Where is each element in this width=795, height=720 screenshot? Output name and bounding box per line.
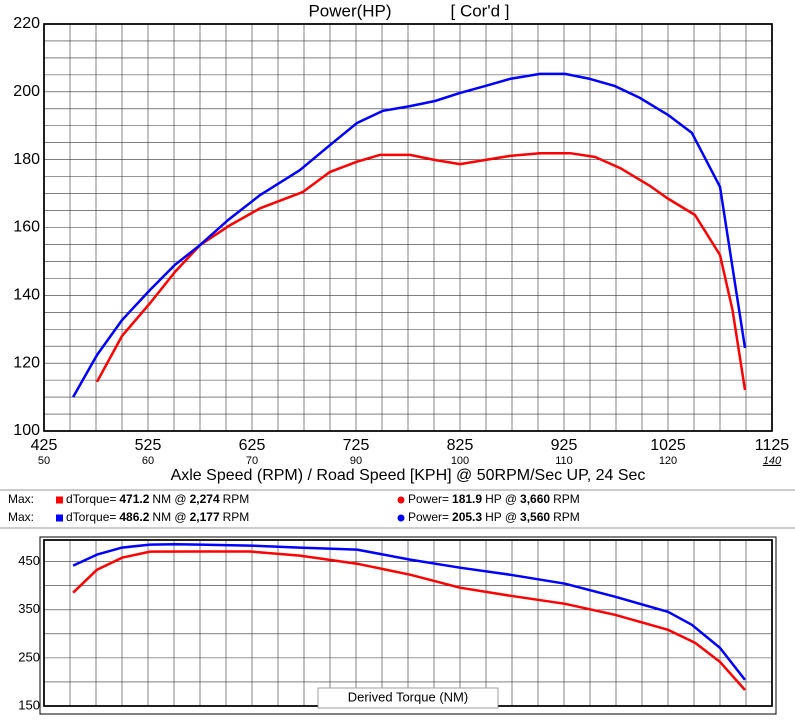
- y-tick-label: 450: [18, 553, 40, 568]
- power-rpm: 3,560: [520, 510, 550, 524]
- x-tick-label: 1025: [650, 437, 686, 454]
- torque-summary: dTorque= 486.2 NM @ 2,177 RPM: [66, 510, 249, 524]
- kph-label: 120: [659, 455, 677, 467]
- chart-title: Derived Torque (NM): [348, 689, 468, 704]
- power-rpm-unit: RPM: [553, 492, 580, 506]
- y-tick-label: 100: [13, 422, 40, 439]
- torque-rpm: 2,177: [190, 510, 220, 524]
- legend-swatch: [56, 496, 63, 504]
- power-rpm-unit: RPM: [553, 510, 580, 524]
- power-label: Power=: [408, 492, 449, 506]
- x-tick-label: 825: [447, 437, 474, 454]
- legend-swatch: [56, 514, 63, 522]
- row-label: Max:: [8, 492, 34, 506]
- torque-rpm: 2,274: [190, 492, 220, 506]
- x-tick-label: 625: [239, 437, 266, 454]
- series-line: [72, 542, 746, 681]
- power-unit: HP @: [485, 492, 517, 506]
- kph-label: 60: [142, 455, 154, 467]
- torque-label: dTorque=: [66, 510, 116, 524]
- torque-unit: NM @: [152, 492, 186, 506]
- kph-label: 70: [246, 455, 258, 467]
- x-tick-label: 1125: [755, 437, 790, 454]
- legend-dot: [397, 514, 405, 522]
- chart-title: Power(HP): [308, 1, 391, 20]
- series-line: [72, 72, 747, 398]
- y-tick-label: 250: [18, 649, 40, 664]
- kph-label: 110: [555, 455, 573, 467]
- row-label: Max:: [8, 510, 34, 524]
- x-tick-label: 525: [135, 437, 162, 454]
- y-tick-label: 350: [18, 601, 40, 616]
- power-label: Power=: [408, 510, 449, 524]
- y-tick-label: 180: [13, 151, 40, 168]
- y-tick-label: 140: [13, 287, 40, 304]
- power-summary: Power= 181.9 HP @3,660 RPM: [408, 492, 580, 506]
- kph-label: 90: [350, 455, 362, 467]
- legend-dot: [397, 496, 405, 504]
- power: 181.9: [452, 492, 482, 506]
- torque-rpm-unit: RPM: [223, 510, 250, 524]
- torque-unit: NM @: [152, 510, 186, 524]
- x-axis-label: Axle Speed (RPM) / Road Speed [KPH] @ 50…: [171, 467, 646, 484]
- power-summary: Power= 205.3 HP @3,560 RPM: [408, 510, 580, 524]
- series-line: [72, 550, 746, 691]
- y-tick-label: 200: [13, 83, 40, 100]
- kph-label: 50: [38, 455, 50, 467]
- kph-label: 100: [451, 455, 469, 467]
- y-tick-label: 220: [13, 15, 40, 32]
- power-rpm: 3,660: [520, 492, 550, 506]
- torque: 471.2: [119, 492, 149, 506]
- power: 205.3: [452, 510, 482, 524]
- y-tick-label: 120: [13, 354, 40, 371]
- torque-rpm-unit: RPM: [223, 492, 250, 506]
- torque: 486.2: [119, 510, 149, 524]
- power-unit: HP @: [485, 510, 517, 524]
- y-tick-label: 160: [13, 219, 40, 236]
- kph-label: 140: [763, 455, 782, 467]
- x-tick-label: 725: [343, 437, 370, 454]
- plot-border: [43, 23, 773, 432]
- torque-label: dTorque=: [66, 492, 116, 506]
- chart-subtitle: [ Cor'd ]: [451, 1, 510, 20]
- x-tick-label: 425: [31, 437, 58, 454]
- title-box: [317, 687, 499, 709]
- x-tick-label: 925: [551, 437, 578, 454]
- y-tick-label: 150: [18, 697, 40, 712]
- torque-summary: dTorque= 471.2 NM @ 2,274 RPM: [66, 492, 249, 506]
